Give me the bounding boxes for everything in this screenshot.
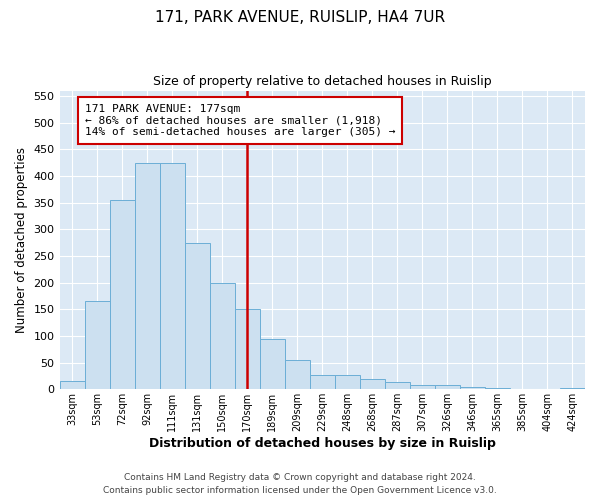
- Bar: [59, 382, 85, 390]
- Bar: [335, 375, 360, 390]
- Bar: [160, 162, 185, 390]
- Bar: [410, 385, 435, 390]
- X-axis label: Distribution of detached houses by size in Ruislip: Distribution of detached houses by size …: [149, 437, 496, 450]
- Bar: [310, 375, 335, 390]
- Bar: [85, 302, 110, 390]
- Bar: [185, 242, 209, 390]
- Bar: [260, 338, 285, 390]
- Bar: [560, 388, 585, 390]
- Bar: [360, 378, 385, 390]
- Bar: [485, 388, 510, 390]
- Bar: [385, 382, 410, 390]
- Text: 171, PARK AVENUE, RUISLIP, HA4 7UR: 171, PARK AVENUE, RUISLIP, HA4 7UR: [155, 10, 445, 25]
- Bar: [285, 360, 310, 390]
- Bar: [435, 385, 460, 390]
- Text: Contains HM Land Registry data © Crown copyright and database right 2024.
Contai: Contains HM Land Registry data © Crown c…: [103, 474, 497, 495]
- Text: 171 PARK AVENUE: 177sqm
← 86% of detached houses are smaller (1,918)
14% of semi: 171 PARK AVENUE: 177sqm ← 86% of detache…: [85, 104, 395, 137]
- Bar: [510, 389, 535, 390]
- Bar: [209, 282, 235, 390]
- Y-axis label: Number of detached properties: Number of detached properties: [15, 147, 28, 333]
- Bar: [235, 310, 260, 390]
- Title: Size of property relative to detached houses in Ruislip: Size of property relative to detached ho…: [153, 75, 491, 88]
- Bar: [110, 200, 134, 390]
- Bar: [134, 162, 160, 390]
- Bar: [460, 386, 485, 390]
